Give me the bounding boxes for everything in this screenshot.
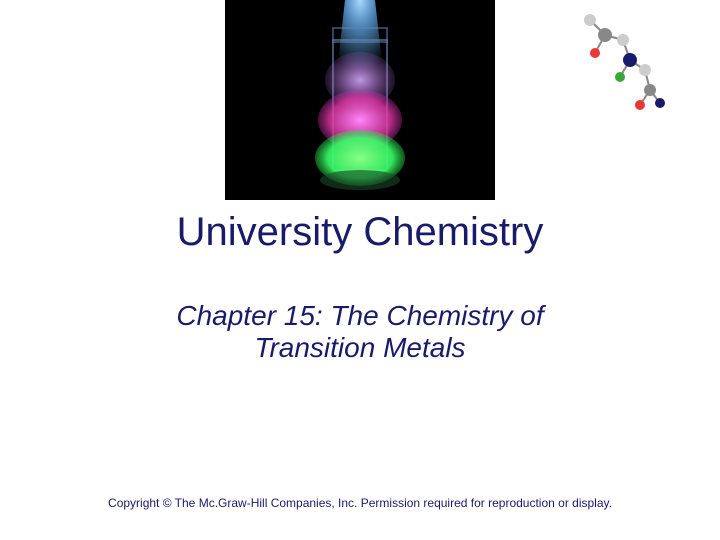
copyright-notice: Copyright © The Mc.Graw-Hill Companies, … xyxy=(0,496,720,510)
slide-title: University Chemistry xyxy=(0,210,720,255)
slide-subtitle: Chapter 15: The Chemistry of Transition … xyxy=(0,300,720,364)
molecule-decoration xyxy=(575,5,665,125)
hero-image xyxy=(225,0,495,200)
subtitle-line-1: Chapter 15: The Chemistry of xyxy=(176,300,543,331)
subtitle-line-2: Transition Metals xyxy=(254,332,465,363)
